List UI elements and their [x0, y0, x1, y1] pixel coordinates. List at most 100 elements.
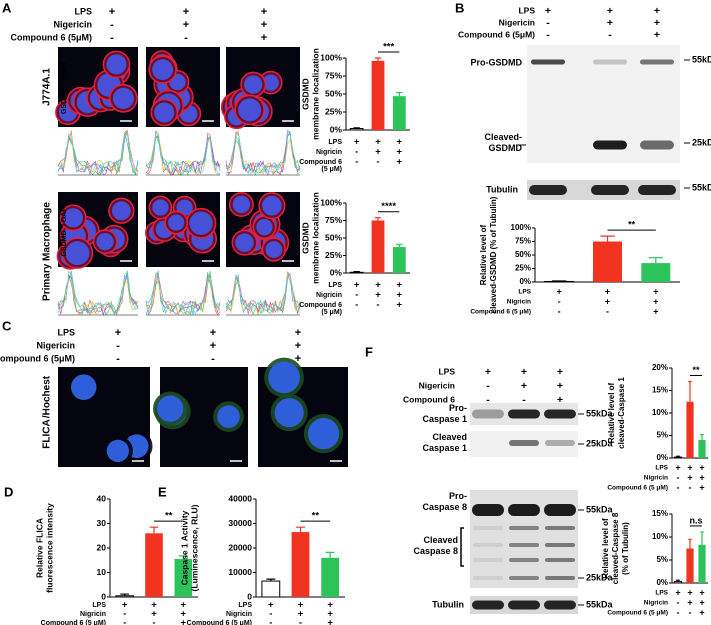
condition-sign: +: [268, 600, 274, 611]
y-tick-label: 0%: [330, 267, 343, 277]
blot-band: [508, 600, 540, 610]
condition-sign: +: [375, 280, 381, 291]
blot-band: [529, 185, 567, 195]
condition-sign: +: [295, 327, 301, 339]
y-tick-label: 0%: [330, 124, 343, 134]
condition-sign: +: [397, 157, 403, 168]
y-axis-title: (Luminescence, RLU): [189, 504, 199, 591]
bar: [174, 559, 193, 597]
y-tick-label: 0%: [519, 277, 531, 286]
condition-sign: +: [557, 366, 563, 378]
blot-band: [640, 140, 674, 150]
condition-sign: -: [608, 29, 612, 41]
condition-sign: -: [546, 29, 550, 41]
bar: [321, 557, 340, 597]
nucleus: [238, 98, 262, 122]
blot-label: Caspase 8: [413, 546, 458, 556]
condition-sign: -: [355, 157, 358, 168]
condition-sign: +: [557, 286, 562, 296]
condition-sign: +: [115, 327, 121, 339]
nucleus: [262, 195, 282, 216]
bar: [349, 128, 364, 131]
condition-sign: -: [110, 19, 114, 31]
condition-sign: +: [375, 147, 381, 158]
blot-band: [638, 185, 676, 195]
condition-sign: +: [607, 5, 613, 17]
blot-label: Pro-: [449, 403, 467, 413]
blot-band: [545, 558, 575, 562]
panel-letter: A: [2, 0, 12, 15]
condition-sign: -: [689, 482, 692, 492]
nucleus: [152, 59, 174, 81]
error-bar: [374, 217, 382, 221]
blot-band: [508, 409, 540, 419]
y-tick-label: 0: [247, 591, 252, 601]
condition-label: Nigricin: [644, 475, 668, 482]
condition-label: Nigericin: [499, 17, 535, 27]
condition-label: Compound 6: [403, 394, 455, 404]
nucleus: [262, 74, 279, 91]
nucleus: [189, 211, 213, 235]
intensity-profile: [145, 136, 221, 176]
nucleus: [63, 208, 83, 228]
nucleus: [256, 219, 273, 236]
nucleus: [96, 233, 114, 251]
condition-sign: +: [687, 462, 692, 472]
y-axis-title: fluorescence intensity: [44, 503, 54, 593]
size-marker: 55kDa: [586, 599, 614, 609]
condition-label: Compound 6 (5μM): [458, 29, 535, 39]
blot-label: Cleaved: [423, 535, 458, 545]
y-axis-title: cleaved-GSDMD (% of Tubulin): [489, 196, 498, 313]
size-marker: 55kDa: [586, 504, 614, 514]
nucleus: [71, 374, 97, 400]
intensity-profile: [145, 270, 221, 317]
condition-label: Compound 6 (5 μM): [607, 485, 668, 492]
nucleus: [235, 233, 254, 252]
condition-label: Nigericin: [419, 380, 455, 390]
blot-label: Caspase 1: [422, 414, 467, 424]
intensity-profile: [225, 129, 301, 176]
error-bar: [396, 243, 403, 248]
condition-sign: +: [675, 462, 680, 472]
image-row-label: J774A.1: [42, 68, 53, 106]
significance-label: **: [628, 219, 636, 229]
significance-label: **: [165, 511, 173, 522]
bar: [145, 533, 163, 597]
condition-label: Nigericin: [53, 19, 92, 29]
blot-band: [545, 576, 575, 580]
condition-label: Compound 6: [299, 302, 342, 309]
condition-sign: -: [123, 618, 126, 625]
condition-sign: +: [545, 5, 551, 17]
blot-band: [509, 558, 539, 562]
condition-sign: +: [687, 472, 692, 482]
intensity-profile: [57, 274, 139, 315]
condition-sign: +: [653, 306, 658, 316]
condition-sign: -: [269, 618, 272, 625]
bar: [673, 581, 683, 584]
condition-label: Nigricin: [226, 611, 252, 618]
significance-label: **: [692, 365, 700, 375]
blot-band: [640, 59, 674, 65]
intensity-profile: [57, 130, 139, 174]
condition-sign: +: [485, 366, 491, 378]
bar: [698, 544, 706, 583]
nucleus: [268, 361, 300, 394]
y-axis-title: Relative level of: [479, 224, 488, 285]
condition-label: Nigricin: [80, 611, 106, 618]
y-tick-label: 5%: [656, 555, 668, 564]
nucleus: [243, 75, 263, 94]
condition-sign: -: [116, 353, 120, 365]
y-axis-title: (% of Tubulin): [621, 522, 630, 575]
size-marker: 25kDa: [692, 137, 711, 147]
intensity-profile: [225, 133, 301, 175]
y-tick-label: 10000: [228, 567, 252, 577]
bar: [371, 60, 385, 130]
size-marker: 25kDa: [586, 438, 614, 448]
error-bar: [396, 91, 403, 97]
condition-sign: +: [375, 290, 381, 301]
y-tick-label: 10%: [652, 532, 668, 541]
bar: [593, 241, 622, 282]
condition-sign: -: [116, 340, 120, 352]
stain-label: / DAPI: [61, 205, 68, 226]
